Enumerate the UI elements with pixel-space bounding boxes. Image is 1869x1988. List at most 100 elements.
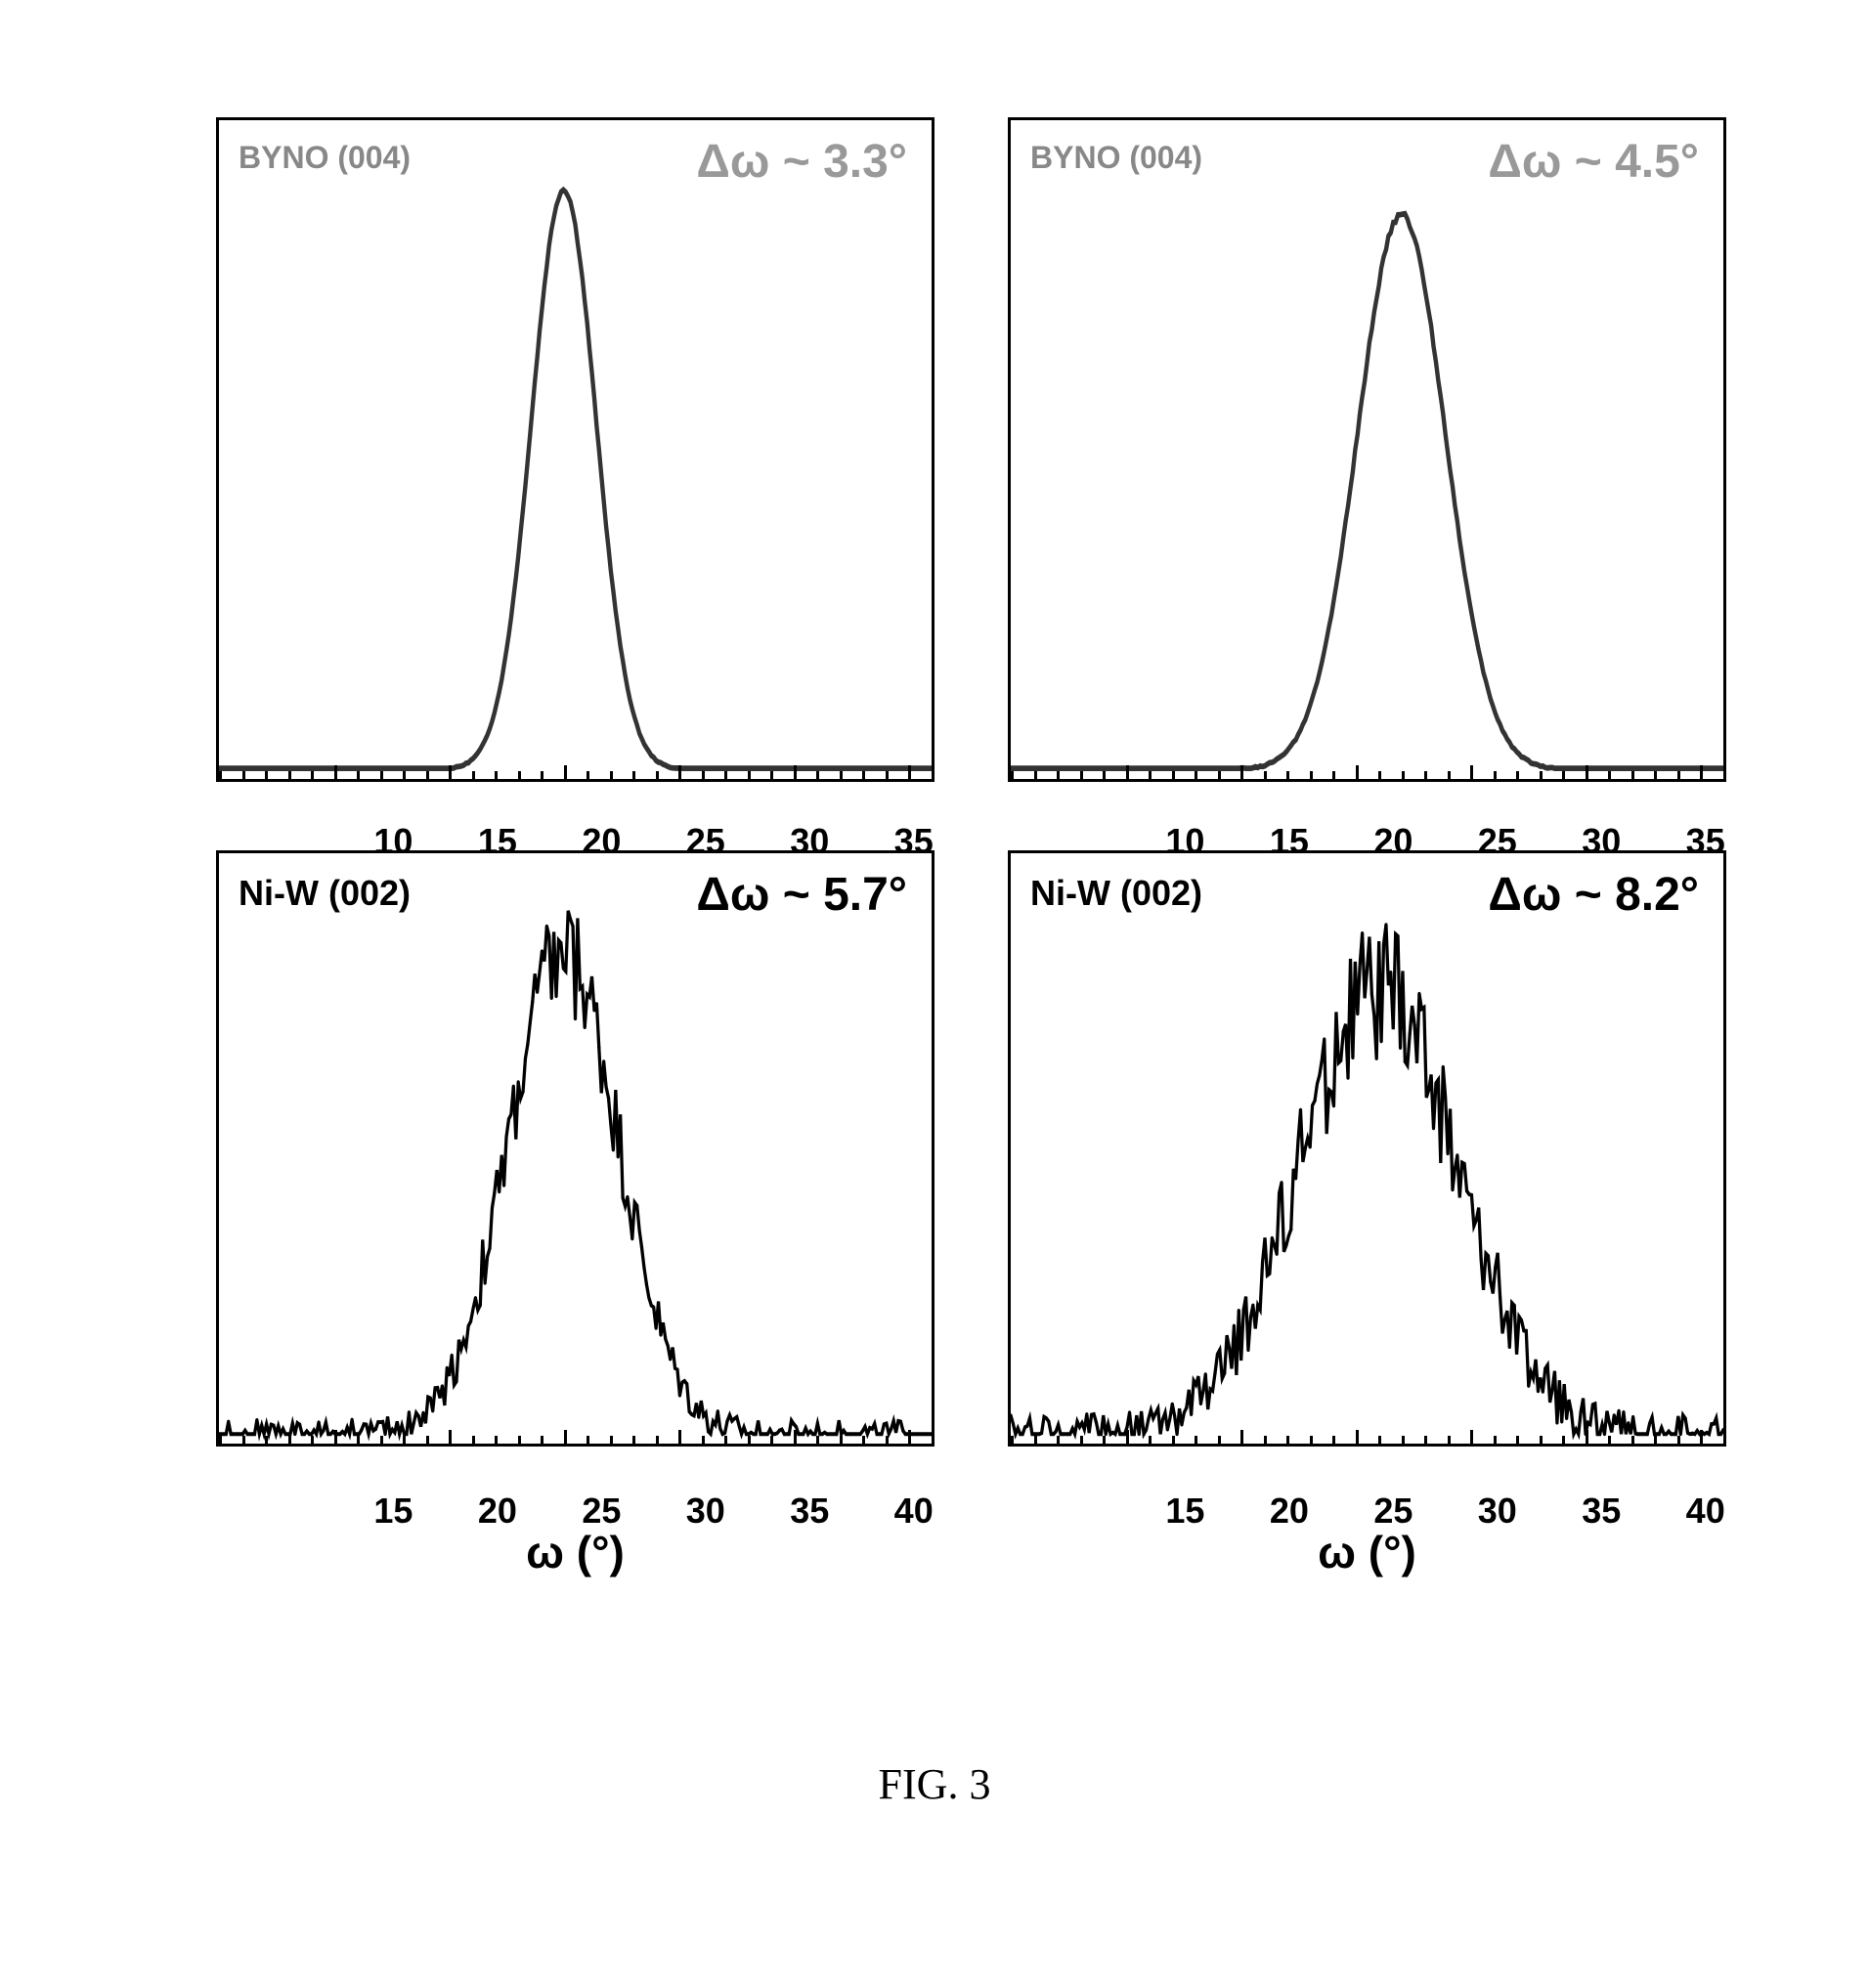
tick-mark	[1080, 771, 1083, 779]
plot-area: Ni-W (002) Δω ~ 5.7° 152025303540 ω (°)	[216, 850, 934, 1583]
tick-mark	[564, 765, 567, 779]
tick-mark	[794, 765, 797, 779]
tick-mark	[1540, 1436, 1543, 1444]
tick-mark	[862, 771, 865, 779]
tick-mark	[1700, 765, 1703, 779]
plot-box: BYNO (004) Δω ~ 3.3°	[216, 117, 934, 782]
tick-mark	[242, 1436, 245, 1444]
tick-mark	[656, 771, 659, 779]
tick-mark	[1126, 1430, 1129, 1444]
tick-mark	[518, 1436, 521, 1444]
tick-mark	[1470, 765, 1473, 779]
tick-mark	[862, 1436, 865, 1444]
tick-mark	[1080, 1436, 1083, 1444]
tick-mark	[908, 1430, 911, 1444]
tick-mark	[1402, 1436, 1405, 1444]
tick-mark	[1378, 1436, 1381, 1444]
tick-mark	[1654, 1436, 1657, 1444]
curve-top-left	[219, 120, 932, 779]
tick-mark	[702, 1436, 705, 1444]
tick-mark	[610, 1436, 613, 1444]
plot-box: Ni-W (002) Δω ~ 5.7°	[216, 850, 934, 1447]
tick-mark	[1011, 1436, 1014, 1444]
tick-mark	[1424, 771, 1427, 779]
curve-top-right	[1011, 120, 1723, 779]
tick-mark	[357, 1436, 360, 1444]
tick-mark	[1103, 1436, 1106, 1444]
tick-mark	[1195, 1436, 1197, 1444]
tick-mark	[1631, 771, 1634, 779]
xtick-label: 40	[894, 1491, 934, 1532]
tick-mark	[1057, 771, 1060, 779]
tick-mark	[886, 771, 889, 779]
panel-top-right: BYNO (004) Δω ~ 4.5° 101520253035	[934, 117, 1726, 850]
tick-mark	[265, 1436, 268, 1444]
xtick-label: 35	[790, 1491, 829, 1532]
curve-bottom-right	[1011, 853, 1723, 1444]
tick-mark	[1126, 765, 1129, 779]
tick-mark	[1356, 1430, 1359, 1444]
xtick-label: 30	[1478, 1491, 1517, 1532]
tick-marks	[219, 765, 932, 779]
tick-mark	[472, 771, 475, 779]
tick-mark	[1310, 771, 1313, 779]
tick-mark	[1494, 1436, 1497, 1444]
tick-mark	[564, 1430, 567, 1444]
tick-mark	[1218, 771, 1221, 779]
tick-mark	[1562, 1436, 1565, 1444]
tick-mark	[242, 771, 245, 779]
panel-top-left: Intensity (arb. unit) BYNO (004) Δω ~ 3.…	[143, 117, 934, 850]
tick-mark	[632, 771, 635, 779]
tick-mark	[587, 1436, 589, 1444]
plot-box: BYNO (004) Δω ~ 4.5°	[1008, 117, 1726, 782]
xtick-label: 30	[686, 1491, 725, 1532]
tick-mark	[1700, 1430, 1703, 1444]
tick-mark	[1448, 1436, 1451, 1444]
tick-mark	[1286, 1436, 1289, 1444]
tick-marks	[1011, 765, 1723, 779]
tick-mark	[1378, 771, 1381, 779]
tick-mark	[1631, 1436, 1634, 1444]
tick-mark	[587, 771, 589, 779]
tick-mark	[816, 1436, 819, 1444]
xtick-label: 20	[1270, 1491, 1309, 1532]
tick-mark	[724, 1436, 727, 1444]
tick-mark	[472, 1436, 475, 1444]
tick-mark	[1218, 1436, 1221, 1444]
tick-mark	[311, 1436, 314, 1444]
tick-mark	[219, 1436, 222, 1444]
tick-mark	[610, 771, 613, 779]
tick-mark	[724, 771, 727, 779]
tick-mark	[1149, 771, 1152, 779]
tick-mark	[265, 771, 268, 779]
plot-area: BYNO (004) Δω ~ 3.3° 101520253035	[216, 117, 934, 850]
tick-mark	[334, 1430, 337, 1444]
tick-mark	[748, 1436, 751, 1444]
tick-mark	[770, 771, 773, 779]
tick-mark	[816, 771, 819, 779]
tick-mark	[1034, 771, 1037, 779]
tick-mark	[1516, 771, 1519, 779]
tick-mark	[1586, 1430, 1588, 1444]
tick-mark	[495, 771, 498, 779]
tick-mark	[1723, 1436, 1726, 1444]
tick-mark	[1677, 1436, 1680, 1444]
tick-mark	[1723, 771, 1726, 779]
xtick-label: 15	[1165, 1491, 1204, 1532]
tick-mark	[1677, 771, 1680, 779]
xtick-label: 15	[373, 1491, 413, 1532]
tick-mark	[908, 765, 911, 779]
tick-mark	[1470, 1430, 1473, 1444]
tick-mark	[1608, 1436, 1611, 1444]
panel-bottom-right: Ni-W (002) Δω ~ 8.2° 152025303540 ω (°)	[934, 850, 1726, 1583]
tick-mark	[1034, 1436, 1037, 1444]
tick-mark	[288, 1436, 291, 1444]
tick-mark	[403, 1436, 406, 1444]
tick-mark	[1103, 771, 1106, 779]
tick-mark	[1562, 771, 1565, 779]
tick-mark	[449, 1430, 452, 1444]
tick-mark	[1310, 1436, 1313, 1444]
tick-mark	[449, 765, 452, 779]
tick-mark	[1286, 771, 1289, 779]
tick-mark	[1516, 1436, 1519, 1444]
